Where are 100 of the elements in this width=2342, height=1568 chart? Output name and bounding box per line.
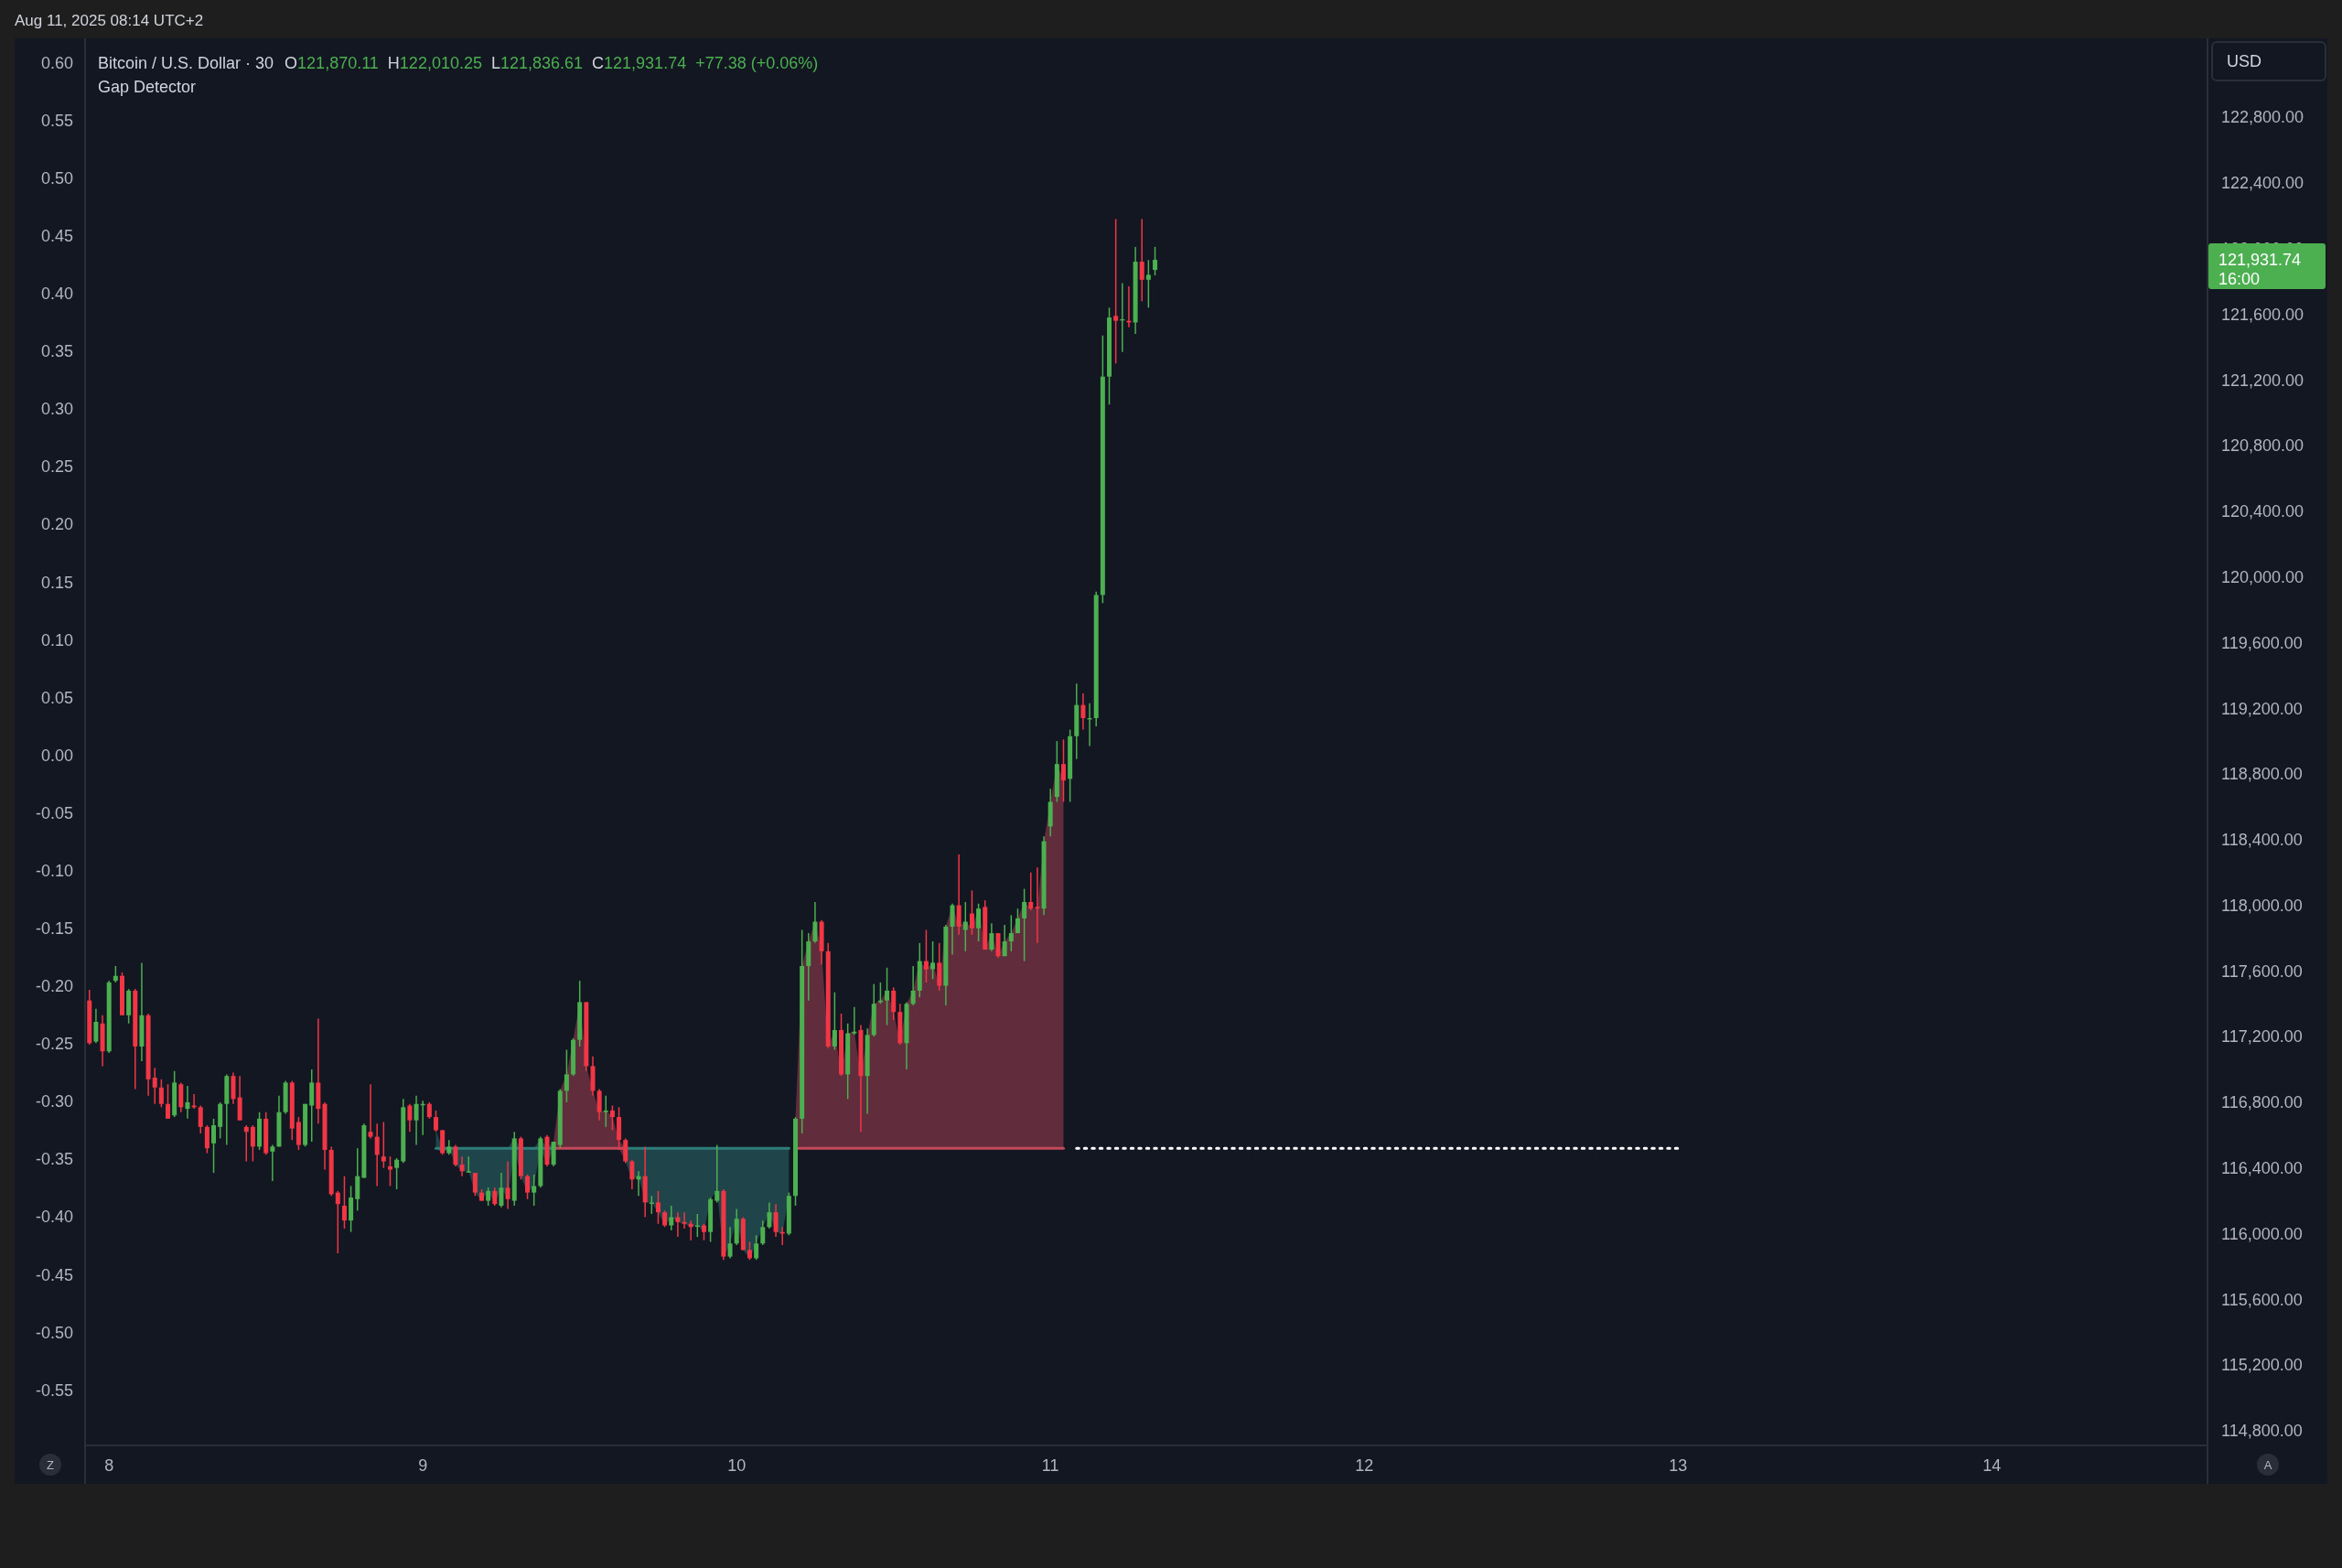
y-tick-label: 121,200.00 <box>2221 371 2304 390</box>
candlestick <box>1060 738 1066 803</box>
y2-tick-label: -0.55 <box>35 1380 73 1400</box>
x-tick-label: 14 <box>1982 1456 2002 1475</box>
candlestick <box>1002 924 1007 957</box>
candlestick <box>629 1158 635 1190</box>
y2-tick-label: 0.05 <box>40 688 73 707</box>
candlestick <box>760 1219 766 1246</box>
candlestick <box>1153 246 1158 276</box>
candlestick <box>891 986 897 1021</box>
candlestick <box>211 1118 217 1174</box>
candlestick <box>754 1234 759 1261</box>
y2-tick-label: -0.30 <box>35 1092 73 1112</box>
y-tick-label: 114,800.00 <box>2221 1422 2303 1441</box>
candlestick <box>394 1157 400 1190</box>
y-tick-label: 122,800.00 <box>2221 108 2304 127</box>
candlestick <box>198 1104 203 1134</box>
y2-tick-label: 0.45 <box>40 227 73 246</box>
annotation: H122,010.25 <box>387 54 482 72</box>
y-tick-label: 117,200.00 <box>2221 1027 2303 1047</box>
candlestick <box>669 1205 674 1231</box>
candlestick <box>956 854 962 936</box>
y2-tick-label: 0.15 <box>40 573 73 592</box>
candlestick <box>930 940 936 981</box>
candlestick <box>466 1155 471 1174</box>
candlestick <box>486 1187 491 1207</box>
candlestick <box>969 889 974 936</box>
y2-tick-label: 0.20 <box>40 515 73 534</box>
candlestick <box>812 901 818 944</box>
candlestick <box>910 965 916 1006</box>
candlestick <box>1080 693 1086 731</box>
candlestick <box>407 1102 413 1133</box>
annotation: C121,931.74 <box>592 54 687 72</box>
candlestick <box>1145 259 1151 309</box>
y-tick-label: 121,600.00 <box>2221 305 2304 324</box>
candlestick <box>655 1190 661 1225</box>
candlestick <box>649 1195 654 1215</box>
candlestick <box>976 903 982 942</box>
candlestick <box>433 1110 438 1133</box>
candlestick <box>1015 908 1020 934</box>
candlestick <box>1008 914 1014 952</box>
candlestick <box>832 991 837 1051</box>
candlestick <box>532 1174 537 1207</box>
y-tick-label: 119,600.00 <box>2221 633 2303 652</box>
candlestick <box>453 1144 458 1167</box>
candlestick <box>505 1160 510 1210</box>
candlestick <box>603 1094 608 1128</box>
candlestick <box>923 929 929 983</box>
candlestick <box>492 1187 498 1207</box>
x-tick-label: 12 <box>1355 1456 1374 1475</box>
candlestick <box>1139 218 1144 302</box>
y2-tick-label: -0.15 <box>35 919 73 939</box>
candlestick <box>381 1121 386 1169</box>
candlestick <box>1113 218 1119 365</box>
y2-tick-label: -0.05 <box>35 803 73 822</box>
text: 16:00 <box>2218 270 2261 289</box>
candlestick <box>166 1083 171 1120</box>
candlestick <box>341 1175 347 1230</box>
candlestick <box>747 1240 752 1261</box>
candlestick <box>525 1174 531 1200</box>
x-tick-label: 11 <box>1041 1456 1059 1475</box>
y-tick-label: 118,800.00 <box>2221 765 2303 784</box>
candlestick <box>714 1144 720 1204</box>
candlestick <box>852 1006 857 1036</box>
text: Gap Detector <box>98 78 197 96</box>
candlestick <box>335 1190 340 1254</box>
candlestick <box>773 1203 779 1238</box>
candlestick <box>374 1122 380 1187</box>
y2-tick-label: -0.10 <box>35 861 73 880</box>
x-tick-label: 9 <box>418 1456 428 1475</box>
y2-tick-label: -0.35 <box>35 1150 73 1169</box>
candlestick <box>459 1155 465 1177</box>
candlestick <box>414 1094 419 1146</box>
y2-tick-label: 0.60 <box>40 53 73 72</box>
y2-tick-label: 0.00 <box>40 746 73 765</box>
candlestick <box>472 1172 478 1197</box>
candlestick <box>950 903 955 956</box>
candlestick <box>387 1155 392 1187</box>
candlestick <box>675 1211 681 1238</box>
candlestick <box>250 1124 255 1163</box>
candlestick <box>885 967 890 1026</box>
candlestick <box>152 1067 157 1105</box>
y2-tick-label: 0.40 <box>40 285 73 304</box>
y2-tick-label: -0.25 <box>35 1035 73 1054</box>
y2-tick-label: -0.20 <box>35 977 73 996</box>
annotation: +77.38 (+0.06%) <box>695 54 819 72</box>
y2-tick-label: 0.35 <box>40 342 73 361</box>
annotation: O121,870.11 <box>285 54 379 72</box>
y2-tick-label: -0.50 <box>35 1323 73 1342</box>
text: A <box>2263 1457 2272 1472</box>
text: USD <box>2227 52 2262 70</box>
y2-tick-label: 0.25 <box>40 457 73 477</box>
y-tick-label: 120,000.00 <box>2221 567 2304 586</box>
x-tick-label: 13 <box>1669 1456 1688 1475</box>
y-tick-label: 122,400.00 <box>2221 174 2304 193</box>
text: Z <box>47 1457 55 1472</box>
candlestick <box>596 1088 602 1122</box>
candlestick <box>270 1144 275 1182</box>
candlestick <box>1035 866 1040 944</box>
y-tick-label: 116,000.00 <box>2221 1224 2303 1243</box>
